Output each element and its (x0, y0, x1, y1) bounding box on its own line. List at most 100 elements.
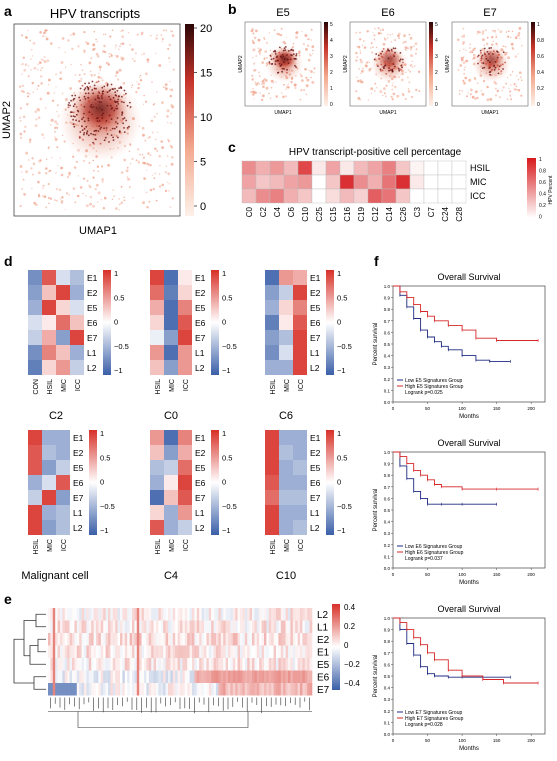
heatmap-d-cell (279, 330, 293, 345)
umap-b-point (257, 47, 260, 49)
umap-a-dense-point (82, 139, 84, 141)
umap-a-point (123, 199, 126, 202)
umap-b-point (472, 51, 474, 54)
umap-a-point (29, 141, 31, 144)
umap-a-point (54, 126, 57, 129)
clustermap-e-cell (124, 670, 128, 683)
umap-b-dense-point (401, 58, 404, 61)
heatmap-c-cell (283, 174, 299, 190)
umap-a-point (89, 195, 93, 199)
clustermap-e-cell (189, 645, 193, 658)
umap-b-point (370, 87, 374, 90)
clustermap-e-cell (216, 633, 219, 646)
heatmap-d-row-label: L1 (195, 508, 205, 518)
clustermap-e-cell (57, 670, 61, 683)
umap-b-point (486, 85, 489, 89)
umap-a-point (142, 156, 146, 159)
heatmap-d-cell (178, 505, 192, 520)
umap-a-point (148, 136, 151, 139)
umap-b-dense-point (287, 50, 290, 52)
umap-a-dense-point (84, 92, 87, 95)
heatmap-d-row-label: L2 (195, 523, 205, 533)
umap-b-dense-point (284, 46, 287, 48)
km-ylabel: Percent survival (373, 323, 379, 366)
umap-b-point (398, 37, 400, 40)
heatmap-c-colorbar (527, 158, 536, 218)
umap-a-dense-point (97, 80, 100, 83)
umap-a-dense-point (69, 104, 71, 107)
clustermap-e-cell (297, 683, 301, 696)
clustermap-e-cell (228, 620, 231, 633)
clustermap-e-cell (108, 645, 111, 658)
clustermap-e-cell (98, 645, 102, 658)
heatmap-d-cell (293, 270, 307, 285)
clustermap-e-cell (259, 608, 262, 621)
clustermap-e-cell (52, 658, 56, 671)
clustermap-e-cell (302, 670, 306, 683)
clustermap-e-cell (184, 683, 188, 696)
umap-a-point (118, 198, 120, 200)
umap-a-point (153, 115, 156, 118)
clustermap-e-cell (225, 633, 229, 646)
umap-b-dense-point (388, 64, 391, 67)
panel-b: b E5UMAP1UMAP2543210E6UMAP1UMAP2543210E7… (228, 1, 544, 116)
umap-a-dense-point (75, 113, 78, 116)
clustermap-e-cell (278, 658, 282, 671)
umap-b-point (505, 82, 508, 85)
umap-b-point (404, 48, 407, 51)
clustermap-e-cell (139, 658, 142, 671)
umap-b-point (251, 39, 254, 42)
umap-a-dense-point (98, 92, 101, 94)
umap-b-point (272, 82, 275, 84)
umap-a-point (48, 169, 52, 172)
heatmap-d-cell (42, 445, 56, 460)
heatmap-d-row-label: E6 (73, 478, 84, 488)
clustermap-e-cell (156, 670, 159, 683)
clustermap-e-cell (129, 645, 133, 658)
umap-a-point (83, 49, 86, 52)
heatmap-d-cell (164, 460, 178, 475)
umap-b-colorbar-tick: 3 (435, 54, 438, 60)
umap-a-point (151, 131, 154, 134)
umap-a-point (162, 40, 164, 42)
umap-a-dense-point (99, 142, 102, 145)
umap-a-point (60, 61, 64, 64)
umap-a-point (30, 48, 33, 51)
umap-a-point (72, 155, 75, 158)
umap-a-point (58, 188, 62, 192)
umap-b-point (255, 29, 258, 33)
umap-b-dense-point (400, 68, 402, 71)
umap-a-dense-point (112, 88, 114, 91)
clustermap-e-cell (266, 608, 270, 621)
umap-a-dense-point (93, 87, 96, 90)
umap-b-point (306, 78, 310, 82)
umap-a-point (142, 103, 145, 105)
km-ytick-label: 0.8 (384, 473, 391, 478)
umap-a-point (131, 157, 134, 161)
heatmap-d-cell (164, 475, 178, 490)
umap-b-point (462, 42, 465, 46)
umap-b-point (275, 81, 277, 83)
umap-a-dense-point (108, 141, 110, 143)
clustermap-e-cell (252, 670, 255, 683)
heatmap-d-colorbar-tick: 0.5 (222, 453, 232, 462)
heatmap-d-cell (178, 315, 192, 330)
clustermap-e-cell (290, 608, 294, 621)
clustermap-e-cell (201, 608, 205, 621)
umap-b-point (411, 66, 414, 68)
clustermap-e-cell (98, 620, 102, 633)
clustermap-e-cell (184, 608, 188, 621)
umap-a-dense-point (101, 109, 103, 111)
umap-a-dense-point (89, 85, 92, 88)
clustermap-e-cell (124, 633, 128, 646)
umap-a-point (50, 156, 53, 159)
umap-a-point (168, 183, 170, 185)
umap-b-dense-point (489, 73, 491, 76)
clustermap-e-cell (88, 620, 92, 633)
clustermap-e-cell (295, 683, 298, 696)
clustermap-e-cell (196, 658, 200, 671)
clustermap-e-cell (283, 645, 286, 658)
umap-a-dense-point (81, 129, 84, 132)
clustermap-e-cell (144, 633, 147, 646)
